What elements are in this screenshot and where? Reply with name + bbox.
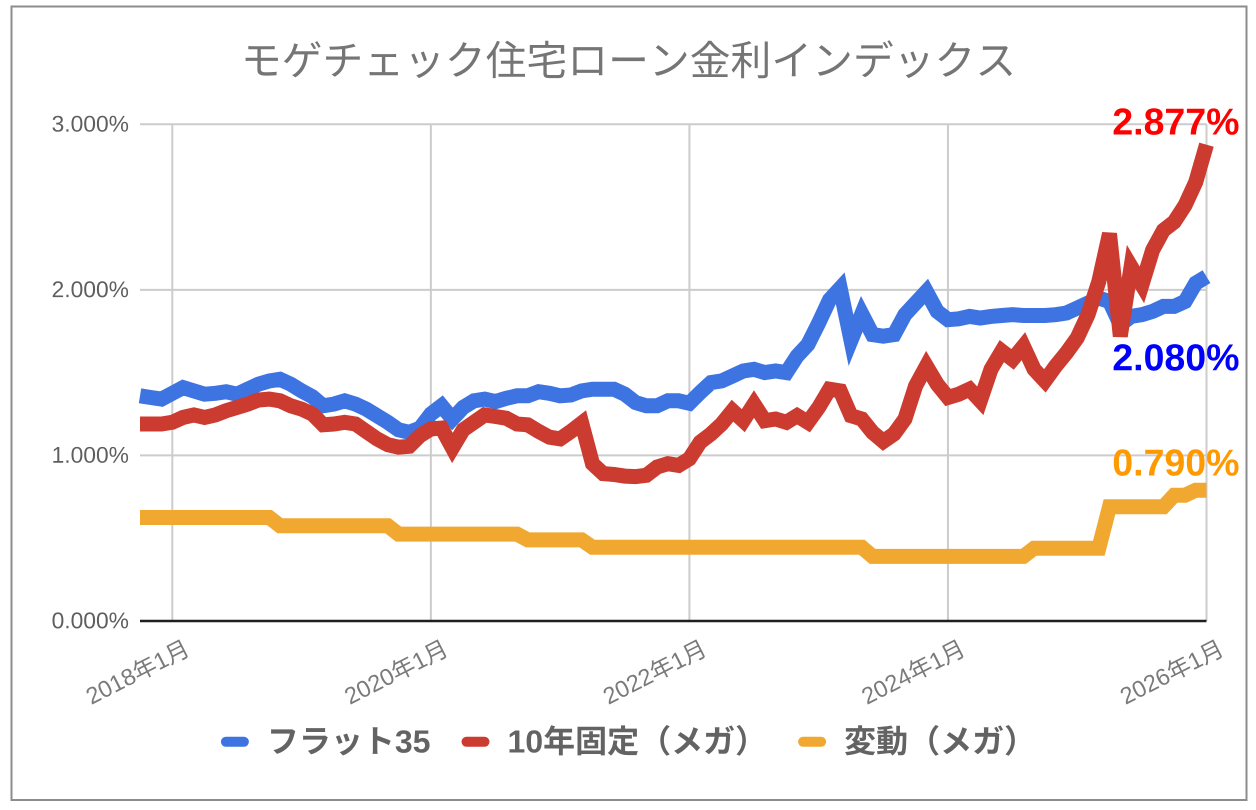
legend bbox=[220, 725, 1015, 756]
chart-title bbox=[245, 40, 1013, 79]
chart-border bbox=[10, 5, 1248, 801]
y-label-2.000% bbox=[52, 281, 129, 298]
end-label-variable-path bbox=[1113, 449, 1239, 476]
y-label-3.000% bbox=[52, 115, 129, 132]
legend-item-フラット35 bbox=[220, 727, 430, 756]
end-label-flat35-path bbox=[1113, 344, 1239, 371]
y-label-1.000% bbox=[53, 446, 129, 463]
line-10年固定（メガ） bbox=[140, 142, 1214, 485]
series-end-labels bbox=[1113, 108, 1239, 476]
series-lines bbox=[138, 142, 1214, 564]
legend-item-10年固定（メガ） bbox=[461, 725, 746, 756]
legend-label bbox=[509, 725, 746, 756]
legend-swatch bbox=[798, 736, 827, 747]
legend-label bbox=[845, 725, 1015, 756]
legend-label bbox=[271, 727, 430, 756]
gridlines-horizontal bbox=[140, 123, 1207, 457]
legend-swatch bbox=[220, 736, 249, 747]
chart-title-path bbox=[245, 40, 1013, 79]
y-label-0.000% bbox=[52, 612, 129, 629]
y-axis-labels bbox=[52, 115, 129, 629]
legend-swatch bbox=[461, 736, 490, 747]
line-フラット35 bbox=[138, 270, 1211, 441]
line-変動（メガ） bbox=[140, 482, 1207, 564]
legend-item-変動（メガ） bbox=[798, 725, 1015, 756]
end-label-10yfixed-path bbox=[1113, 108, 1239, 135]
